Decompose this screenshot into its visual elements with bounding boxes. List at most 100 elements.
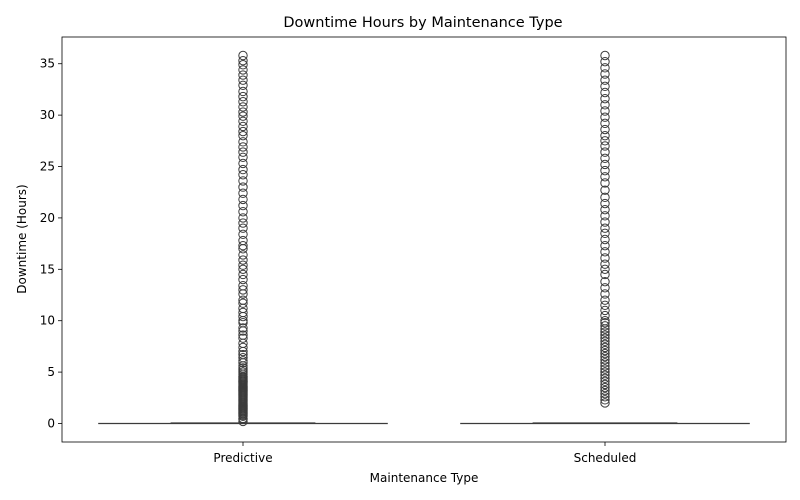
outlier-point	[600, 118, 610, 129]
outlier-point	[238, 102, 248, 112]
outlier-point	[600, 172, 610, 182]
outlier-point	[238, 229, 248, 240]
outlier-point	[238, 223, 248, 233]
outlier-point	[600, 63, 610, 73]
outlier-point	[238, 342, 248, 353]
outlier-point	[238, 111, 248, 121]
outlier-point	[600, 124, 610, 135]
outlier-point	[600, 364, 610, 374]
y-tick-label: 25	[40, 160, 55, 174]
outlier-point	[600, 81, 610, 92]
outlier-point	[238, 353, 248, 363]
y-tick-label: 20	[40, 211, 55, 225]
x-tick-label: Predictive	[213, 451, 272, 465]
outlier-point	[600, 395, 610, 405]
x-axis: Predictive Scheduled	[213, 442, 636, 465]
outlier-point	[238, 250, 248, 260]
outlier-point	[600, 217, 610, 227]
outlier-point	[238, 142, 248, 152]
outlier-point	[238, 260, 248, 270]
outlier-point	[238, 97, 248, 107]
outlier-point	[238, 235, 248, 246]
outlier-point	[600, 159, 610, 170]
outlier-point	[600, 342, 610, 353]
outlier-point	[600, 56, 610, 67]
box-series	[98, 422, 750, 425]
outlier-point	[600, 228, 610, 239]
x-axis-label: Maintenance Type	[370, 471, 479, 485]
outlier-point	[238, 70, 248, 80]
outlier-point	[238, 213, 248, 223]
outlier-point	[600, 310, 610, 321]
outlier-point	[600, 295, 610, 305]
outlier-point	[238, 182, 248, 192]
outlier-point	[600, 382, 610, 393]
outlier-point	[600, 247, 610, 257]
outlier-point	[600, 316, 610, 326]
outlier-point	[600, 370, 610, 380]
outlier-point	[600, 198, 610, 209]
y-tick-label: 5	[47, 365, 55, 379]
outlier-point	[238, 218, 248, 228]
chart-title: Downtime Hours by Maintenance Type	[283, 15, 562, 31]
outlier-point	[600, 87, 610, 98]
outlier-point	[238, 152, 248, 162]
outlier-point	[238, 323, 248, 333]
outlier-point	[600, 336, 610, 346]
outlier-point	[600, 289, 610, 299]
outlier-point	[600, 376, 610, 387]
outlier-point	[600, 259, 610, 269]
outlier-point	[600, 192, 610, 203]
outlier-point	[238, 75, 248, 85]
outlier-point	[600, 75, 610, 85]
outlier-point	[238, 295, 248, 305]
outlier-point	[600, 388, 610, 399]
outlier-point	[600, 361, 610, 371]
outlier-point	[238, 176, 248, 186]
outlier-point	[238, 200, 248, 211]
outlier-point	[600, 300, 610, 310]
outlier-point	[238, 349, 248, 360]
y-tick-label: 10	[40, 314, 55, 328]
y-axis: 0 5 10 15 20 25 30 35	[40, 57, 62, 430]
outlier-point	[600, 327, 610, 337]
outlier-points	[238, 50, 610, 427]
y-axis-label: Downtime (Hours)	[15, 184, 29, 293]
outlier-point	[600, 69, 610, 79]
outlier-point	[238, 164, 248, 175]
outlier-point	[600, 204, 610, 215]
outlier-point	[238, 55, 248, 66]
outlier-point	[238, 158, 248, 169]
outlier-point	[238, 107, 248, 117]
outlier-point	[238, 298, 248, 308]
outlier-point	[238, 281, 248, 291]
outlier-point	[238, 137, 248, 147]
outlier-point	[600, 234, 610, 245]
outlier-point	[600, 345, 610, 356]
outlier-point	[238, 207, 248, 217]
outlier-point	[600, 211, 610, 221]
outlier-point	[600, 392, 610, 402]
outlier-point	[600, 358, 610, 368]
x-tick-label: Scheduled	[574, 451, 637, 465]
outlier-point	[238, 170, 248, 180]
plot-frame	[61, 36, 787, 443]
outlier-point	[600, 333, 610, 343]
outlier-point	[238, 307, 248, 318]
outlier-point	[238, 188, 248, 198]
outlier-point	[600, 136, 610, 146]
outlier-point	[238, 269, 248, 280]
outlier-point	[600, 153, 610, 163]
outlier-point	[600, 100, 610, 110]
outlier-point	[600, 185, 610, 195]
outlier-point	[600, 351, 610, 362]
outlier-point	[600, 112, 610, 122]
outlier-point	[238, 50, 248, 61]
outlier-point	[600, 276, 610, 287]
outlier-point	[600, 355, 610, 365]
outlier-point	[600, 398, 610, 408]
outlier-point	[238, 194, 248, 205]
outlier-point	[238, 60, 248, 70]
outlier-point	[238, 116, 248, 126]
outlier-point	[238, 121, 248, 132]
